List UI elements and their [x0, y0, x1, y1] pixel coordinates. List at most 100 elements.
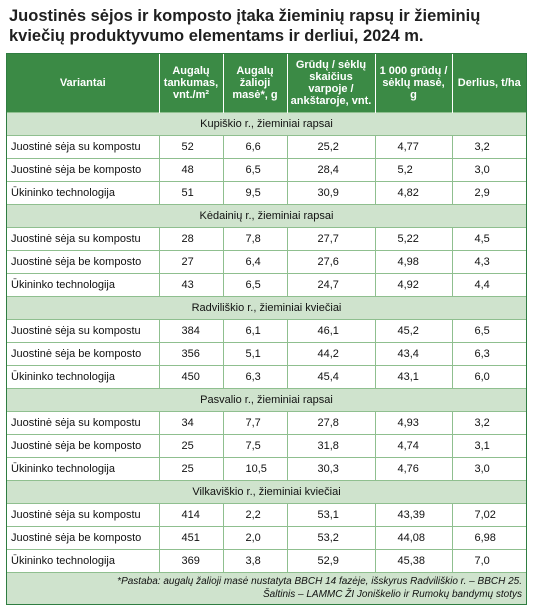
value-cell: 4,4	[452, 273, 526, 297]
header-density: Augalų tankumas, vnt./m²	[159, 54, 224, 113]
variant-cell: Juostinė sėja be komposto	[7, 250, 160, 274]
value-cell: 4,93	[375, 411, 453, 435]
value-cell: 4,98	[375, 250, 453, 274]
variant-cell: Juostinė sėja su kompostu	[7, 411, 160, 435]
value-cell: 43,4	[375, 342, 453, 366]
value-cell: 31,8	[287, 434, 376, 458]
value-cell: 25,2	[287, 135, 376, 159]
value-cell: 3,2	[452, 135, 526, 159]
value-cell: 24,7	[287, 273, 376, 297]
value-cell: 44,2	[287, 342, 376, 366]
value-cell: 28,4	[287, 158, 376, 182]
value-cell: 4,77	[375, 135, 453, 159]
value-cell: 9,5	[223, 181, 288, 205]
value-cell: 6,5	[223, 273, 288, 297]
variant-cell: Ūkininko technologija	[7, 181, 160, 205]
value-cell: 7,0	[452, 549, 526, 573]
value-cell: 356	[159, 342, 224, 366]
value-cell: 6,4	[223, 250, 288, 274]
value-cell: 53,2	[287, 526, 376, 550]
variant-cell: Juostinė sėja be komposto	[7, 342, 160, 366]
section-row: Kėdainių r., žieminiai rapsai	[7, 204, 526, 228]
footnote: *Pastaba: augalų žalioji masė nustatyta …	[117, 576, 522, 587]
value-cell: 3,8	[223, 549, 288, 573]
value-cell: 4,3	[452, 250, 526, 274]
section-label: Pasvalio r., žieminiai rapsai	[7, 388, 526, 412]
value-cell: 6,5	[452, 319, 526, 343]
value-cell: 6,5	[223, 158, 288, 182]
table-row: Ūkininko technologija 369 3,8 52,9 45,38 7,0	[7, 549, 526, 573]
value-cell: 6,0	[452, 365, 526, 389]
table-row: Juostinė sėja be komposto 25 7,5 31,8 4,74 3,…	[7, 434, 526, 458]
variant-cell: Juostinė sėja be komposto	[7, 434, 160, 458]
note-cell: *Pastaba: augalų žalioji masė nustatyta …	[7, 572, 526, 604]
value-cell: 43,39	[375, 503, 453, 527]
value-cell: 25	[159, 434, 224, 458]
table-row: Ūkininko technologija 51 9,5 30,9 4,82 2,9	[7, 181, 526, 205]
data-table-container: Variantai Augalų tankumas, vnt./m² Augal…	[6, 53, 527, 605]
section-row: Vilkaviškio r., žieminiai kviečiai	[7, 480, 526, 504]
table-row: Juostinė sėja su kompostu 52 6,6 25,2 4,77 3,…	[7, 135, 526, 159]
table-row: Juostinė sėja be komposto 451 2,0 53,2 44,08…	[7, 526, 526, 550]
value-cell: 53,1	[287, 503, 376, 527]
variant-cell: Juostinė sėja su kompostu	[7, 319, 160, 343]
table-row: Juostinė sėja su kompostu 384 6,1 46,1 45,2 6…	[7, 319, 526, 343]
variant-cell: Ūkininko technologija	[7, 273, 160, 297]
value-cell: 28	[159, 227, 224, 251]
table-row: Juostinė sėja be komposto 48 6,5 28,4 5,2 3,0	[7, 158, 526, 182]
value-cell: 6,3	[452, 342, 526, 366]
value-cell: 46,1	[287, 319, 376, 343]
value-cell: 3,1	[452, 434, 526, 458]
value-cell: 4,74	[375, 434, 453, 458]
value-cell: 7,02	[452, 503, 526, 527]
value-cell: 27,6	[287, 250, 376, 274]
variant-cell: Juostinė sėja be komposto	[7, 526, 160, 550]
value-cell: 45,4	[287, 365, 376, 389]
value-cell: 51	[159, 181, 224, 205]
section-label: Radviliškio r., žieminiai kviečiai	[7, 296, 526, 320]
value-cell: 4,82	[375, 181, 453, 205]
value-cell: 52	[159, 135, 224, 159]
value-cell: 30,9	[287, 181, 376, 205]
value-cell: 52,9	[287, 549, 376, 573]
value-cell: 450	[159, 365, 224, 389]
section-label: Vilkaviškio r., žieminiai kviečiai	[7, 480, 526, 504]
value-cell: 6,1	[223, 319, 288, 343]
header-variant: Variantai	[7, 54, 160, 113]
value-cell: 30,3	[287, 457, 376, 481]
value-cell: 10,5	[223, 457, 288, 481]
table-row: Juostinė sėja be komposto 27 6,4 27,6 4,98 4,…	[7, 250, 526, 274]
variant-cell: Juostinė sėja su kompostu	[7, 135, 160, 159]
variant-cell: Juostinė sėja su kompostu	[7, 503, 160, 527]
value-cell: 5,22	[375, 227, 453, 251]
table-body: Kupiškio r., žieminiai rapsai Juostinė sė…	[7, 112, 526, 573]
value-cell: 5,1	[223, 342, 288, 366]
value-cell: 45,2	[375, 319, 453, 343]
value-cell: 7,5	[223, 434, 288, 458]
section-row: Kupiškio r., žieminiai rapsai	[7, 112, 526, 136]
value-cell: 3,0	[452, 158, 526, 182]
table-row: Juostinė sėja su kompostu 34 7,7 27,8 4,93 3,…	[7, 411, 526, 435]
table-row: Ūkininko technologija 450 6,3 45,4 43,1 6,0	[7, 365, 526, 389]
value-cell: 25	[159, 457, 224, 481]
header-row: Variantai Augalų tankumas, vnt./m² Augal…	[7, 54, 526, 113]
header-yield: Derlius, t/ha	[452, 54, 526, 113]
table-row: Ūkininko technologija 43 6,5 24,7 4,92 4,4	[7, 273, 526, 297]
value-cell: 43,1	[375, 365, 453, 389]
value-cell: 6,6	[223, 135, 288, 159]
header-green-mass: Augalų žalioji masė*, g	[223, 54, 288, 113]
value-cell: 27,7	[287, 227, 376, 251]
header-thousand-grain-mass: 1 000 grūdų / sėklų masė, g	[375, 54, 453, 113]
table-row: Juostinė sėja be komposto 356 5,1 44,2 43,4 6…	[7, 342, 526, 366]
value-cell: 27	[159, 250, 224, 274]
value-cell: 2,0	[223, 526, 288, 550]
variant-cell: Ūkininko technologija	[7, 457, 160, 481]
value-cell: 2,9	[452, 181, 526, 205]
value-cell: 45,38	[375, 549, 453, 573]
table-row: Ūkininko technologija 25 10,5 30,3 4,76 3,0	[7, 457, 526, 481]
table-row: Juostinė sėja su kompostu 28 7,8 27,7 5,22 4,…	[7, 227, 526, 251]
value-cell: 369	[159, 549, 224, 573]
value-cell: 27,8	[287, 411, 376, 435]
header-grain-count: Grūdų / sėklų skaičius varpoje / ankštar…	[287, 54, 376, 113]
